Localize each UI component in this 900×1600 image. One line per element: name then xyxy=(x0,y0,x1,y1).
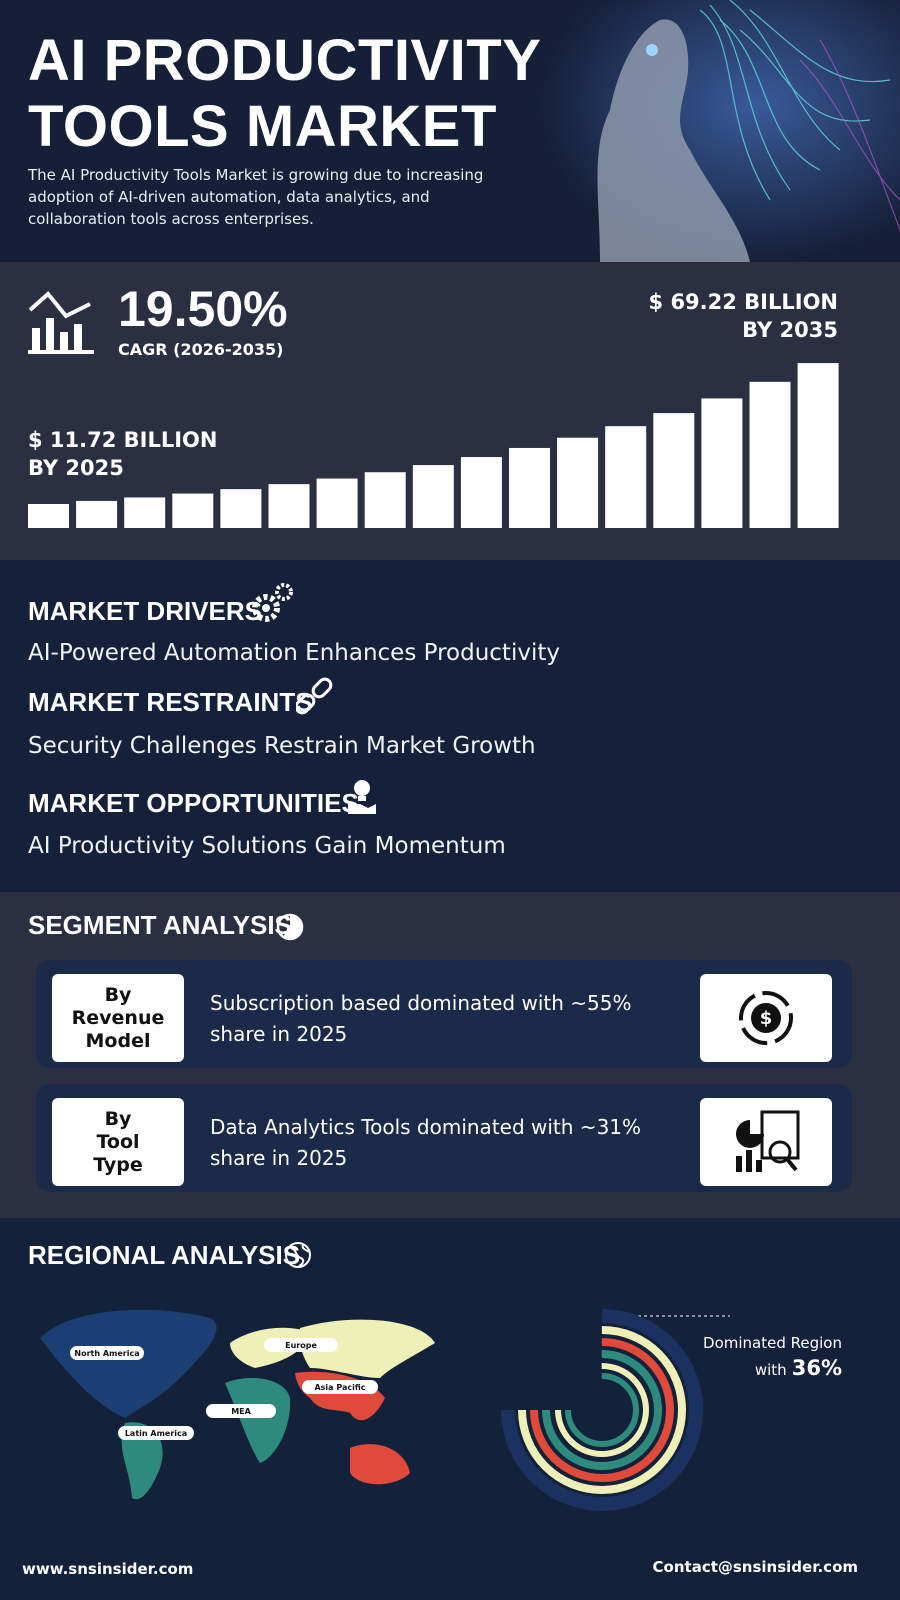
region-label: Europe xyxy=(285,1341,317,1350)
world-map: North America Europe Asia Pacific MEA La… xyxy=(40,1309,435,1500)
gear-icon xyxy=(252,583,293,622)
growth-bar xyxy=(605,426,647,528)
mea xyxy=(225,1378,291,1463)
growth-bar xyxy=(268,484,310,528)
segment-card: By Tool Type Data Analytics Tools domina… xyxy=(36,1084,852,1192)
with-label: with xyxy=(754,1361,787,1379)
segment-icon xyxy=(700,1098,832,1186)
region-label: North America xyxy=(74,1349,139,1358)
growth-bar xyxy=(460,457,502,528)
north-america xyxy=(40,1309,217,1418)
dynamics-heading: MARKET OPPORTUNITIES xyxy=(28,788,359,818)
dominated-label: Dominated Region xyxy=(703,1334,842,1352)
chart-icon xyxy=(28,291,94,354)
header: AI PRODUCTIVITY TOOLS MARKET The AI Prod… xyxy=(0,0,900,262)
ring xyxy=(530,1338,674,1482)
dynamics-text: AI-Powered Automation Enhances Productiv… xyxy=(28,640,560,666)
ring xyxy=(565,1373,639,1447)
growth-bar xyxy=(364,472,406,528)
start-year: BY 2025 xyxy=(28,456,124,480)
region-label: Latin America xyxy=(125,1429,187,1438)
header-image xyxy=(540,0,900,262)
growth-bar xyxy=(749,381,791,528)
dollar-sign: $ xyxy=(760,1008,773,1029)
dynamics-heading: MARKET DRIVERS xyxy=(28,596,263,626)
label-line: Revenue xyxy=(71,1006,165,1029)
growth-bar xyxy=(172,493,214,528)
label-line: By xyxy=(104,1107,132,1130)
stats-section: 19.50% CAGR (2026-2035) $ 69.22 BILLION … xyxy=(0,262,900,560)
segment-card: By Revenue Model Subscription based domi… xyxy=(36,960,852,1068)
label-line: Tool xyxy=(96,1130,140,1153)
end-year: BY 2035 xyxy=(742,318,838,342)
pie-icon xyxy=(276,913,304,941)
label-line: By xyxy=(104,983,132,1006)
chain-icon xyxy=(296,677,333,715)
ring xyxy=(555,1363,649,1457)
segment-text: Subscription based dominated with ~55% s… xyxy=(210,991,632,1046)
growth-bar xyxy=(316,478,358,528)
growth-bar xyxy=(701,398,743,528)
growth-bars xyxy=(28,363,839,528)
regional-section: REGIONAL ANALYSIS North America Europe A… xyxy=(0,1218,900,1600)
dominated-share: 36% xyxy=(791,1356,842,1380)
dominated-share-line: with 36% xyxy=(755,1356,842,1380)
dynamics-text: Security Challenges Restrain Market Grow… xyxy=(28,733,536,759)
segment-label: By Revenue Model xyxy=(52,974,184,1062)
segment-text: Data Analytics Tools dominated with ~31%… xyxy=(210,1115,642,1170)
title-line: TOOLS MARKET xyxy=(28,94,497,159)
end-value: $ 69.22 BILLION xyxy=(648,290,838,314)
growth-bar xyxy=(124,497,166,528)
label-line: Type xyxy=(93,1153,143,1176)
segment-label: By Tool Type xyxy=(52,1098,184,1186)
region-tags: North America Europe Asia Pacific MEA La… xyxy=(70,1338,378,1440)
growth-bar xyxy=(797,363,839,528)
dynamics-heading: MARKET RESTRAINTS xyxy=(28,687,313,717)
cagr-value: 19.50% xyxy=(118,281,288,337)
website: www.snsinsider.com xyxy=(22,1560,194,1578)
growth-bar xyxy=(76,500,118,528)
dynamics-text: AI Productivity Solutions Gain Momentum xyxy=(28,833,506,859)
ring xyxy=(518,1326,686,1494)
description: The AI Productivity Tools Market is grow… xyxy=(28,166,484,228)
growth-bar xyxy=(509,447,550,528)
latin-america xyxy=(121,1422,163,1500)
cagr-label: CAGR (2026-2035) xyxy=(118,340,284,359)
analytics-icon xyxy=(736,1110,800,1172)
money-icon: $ xyxy=(739,991,793,1045)
ring xyxy=(542,1350,662,1470)
globe-icon xyxy=(285,1242,311,1268)
contact: Contact@snsinsider.com xyxy=(652,1558,858,1576)
dynamics-section: MARKET DRIVERS AI-Powered Automation Enh… xyxy=(0,560,900,892)
growth-bar xyxy=(412,465,454,528)
label-line: Model xyxy=(85,1029,151,1052)
segment-title: SEGMENT ANALYSIS xyxy=(28,910,292,940)
segment-icon: $ xyxy=(700,974,832,1062)
title-line: AI PRODUCTIVITY xyxy=(28,28,542,93)
segment-section: SEGMENT ANALYSIS By Revenue Model Subscr… xyxy=(0,892,900,1218)
ring xyxy=(501,1309,703,1511)
idea-icon xyxy=(348,780,376,814)
asia-pacific xyxy=(295,1371,410,1485)
asia-north xyxy=(299,1319,435,1378)
pointer-line xyxy=(602,1315,730,1317)
growth-bar xyxy=(220,489,262,528)
regional-title: REGIONAL ANALYSIS xyxy=(28,1240,301,1270)
growth-bar xyxy=(28,504,69,528)
region-rings xyxy=(501,1309,730,1511)
region-label: MEA xyxy=(231,1407,251,1416)
growth-bar xyxy=(557,437,599,528)
region-label: Asia Pacific xyxy=(314,1383,365,1392)
start-value: $ 11.72 BILLION xyxy=(28,428,218,452)
growth-bar xyxy=(653,413,695,528)
